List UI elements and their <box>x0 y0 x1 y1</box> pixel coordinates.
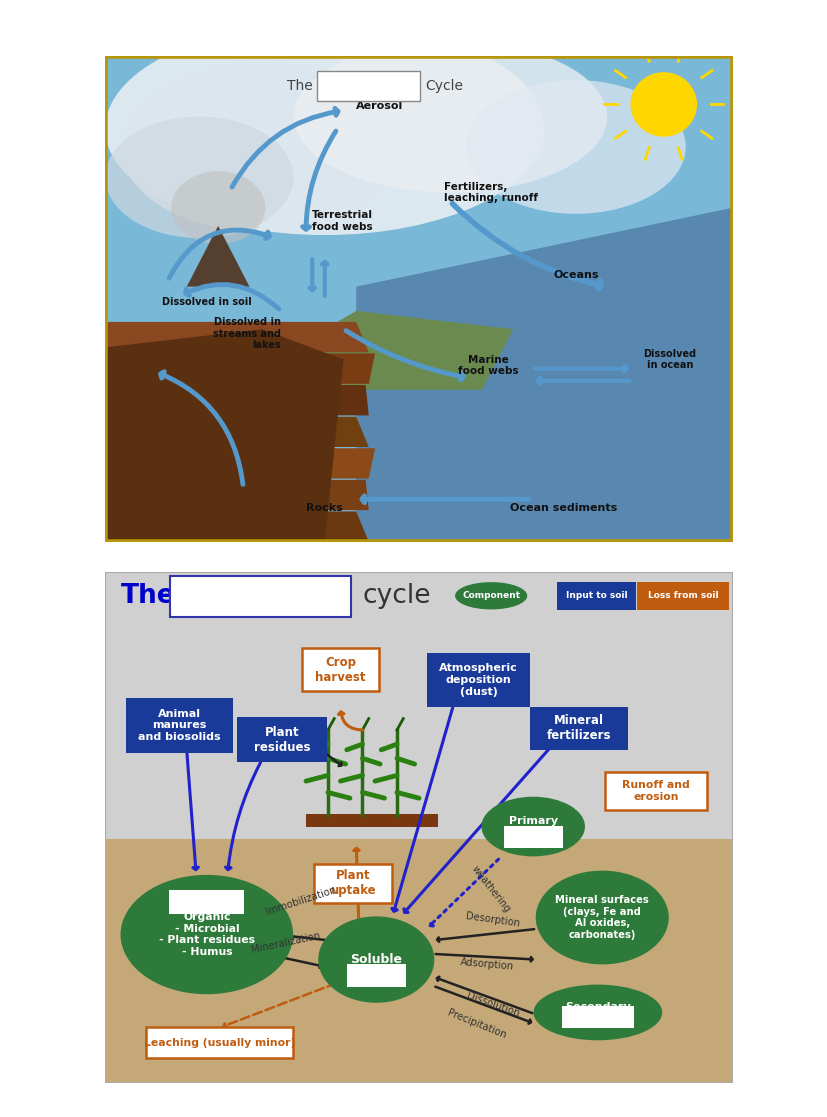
Circle shape <box>630 73 696 136</box>
Text: Plant
residues: Plant residues <box>254 726 310 754</box>
Ellipse shape <box>480 796 584 857</box>
Text: Dissolved in
streams and
lakes: Dissolved in streams and lakes <box>213 317 280 351</box>
Polygon shape <box>105 448 375 478</box>
FancyBboxPatch shape <box>557 582 635 610</box>
Text: Adsorption: Adsorption <box>459 957 514 972</box>
Ellipse shape <box>535 870 668 964</box>
FancyBboxPatch shape <box>105 460 331 484</box>
Text: Leaching (usually minor): Leaching (usually minor) <box>144 1038 294 1048</box>
FancyBboxPatch shape <box>105 373 340 397</box>
FancyBboxPatch shape <box>105 402 337 426</box>
Text: Dissolved in soil: Dissolved in soil <box>161 297 251 307</box>
FancyBboxPatch shape <box>562 1006 633 1028</box>
FancyBboxPatch shape <box>170 576 351 618</box>
Text: Aerosol: Aerosol <box>356 102 403 112</box>
Ellipse shape <box>318 916 434 1003</box>
Polygon shape <box>356 208 732 542</box>
FancyBboxPatch shape <box>317 71 420 101</box>
Polygon shape <box>112 353 375 384</box>
Ellipse shape <box>455 582 527 610</box>
FancyBboxPatch shape <box>605 772 706 810</box>
FancyBboxPatch shape <box>637 582 728 610</box>
Text: Rocks: Rocks <box>306 504 342 514</box>
FancyBboxPatch shape <box>105 489 327 513</box>
Text: Mineral
fertilizers: Mineral fertilizers <box>546 714 610 742</box>
Text: Ocean sediments: Ocean sediments <box>509 504 616 514</box>
Ellipse shape <box>121 875 293 994</box>
Text: Mineralization: Mineralization <box>250 930 321 955</box>
Ellipse shape <box>121 61 403 232</box>
Text: Oceans: Oceans <box>552 269 598 279</box>
FancyBboxPatch shape <box>302 648 379 691</box>
Text: Runoff and
erosion: Runoff and erosion <box>622 780 689 802</box>
Text: Precipitation: Precipitation <box>445 1008 507 1040</box>
Text: Animal
manures
and biosolids: Animal manures and biosolids <box>138 709 220 742</box>
Text: Organic
- Microbial
- Plant residues
- Humus: Organic - Microbial - Plant residues - H… <box>159 913 255 957</box>
FancyBboxPatch shape <box>105 431 334 455</box>
Polygon shape <box>105 330 343 542</box>
Text: The: The <box>121 583 175 609</box>
Text: Crop
harvest: Crop harvest <box>315 656 366 684</box>
Ellipse shape <box>105 116 293 238</box>
Polygon shape <box>112 480 368 510</box>
Text: Component: Component <box>461 591 519 600</box>
Ellipse shape <box>466 80 685 213</box>
Text: Secondary
compounds: Secondary compounds <box>562 1002 633 1023</box>
Text: weathering: weathering <box>469 863 512 915</box>
Polygon shape <box>187 226 249 287</box>
Text: Soluble: Soluble <box>350 953 402 966</box>
FancyBboxPatch shape <box>427 652 529 707</box>
Ellipse shape <box>293 40 606 192</box>
Text: Immobilization: Immobilization <box>264 885 337 917</box>
FancyBboxPatch shape <box>170 889 244 914</box>
Polygon shape <box>112 417 368 447</box>
Text: Atmospheric
deposition
(dust): Atmospheric deposition (dust) <box>438 663 518 697</box>
Text: Cycle: Cycle <box>425 79 462 93</box>
Text: Dissolution: Dissolution <box>465 991 520 1019</box>
Polygon shape <box>105 512 368 542</box>
FancyBboxPatch shape <box>105 839 732 1083</box>
FancyBboxPatch shape <box>105 56 732 542</box>
Text: Primary
minerals: Primary minerals <box>505 815 560 838</box>
FancyBboxPatch shape <box>126 698 232 753</box>
FancyBboxPatch shape <box>347 964 405 987</box>
Text: Desorption: Desorption <box>465 911 520 928</box>
Text: Mineral surfaces
(clays, Fe and
Al oxides,
carbonates): Mineral surfaces (clays, Fe and Al oxide… <box>555 895 648 939</box>
Ellipse shape <box>171 171 265 245</box>
Polygon shape <box>105 385 368 416</box>
FancyBboxPatch shape <box>529 707 627 750</box>
Text: Marine
food webs: Marine food webs <box>457 355 518 376</box>
FancyBboxPatch shape <box>237 717 327 762</box>
Text: Input to soil: Input to soil <box>565 591 627 600</box>
Text: Plant
uptake: Plant uptake <box>330 869 375 897</box>
FancyBboxPatch shape <box>105 518 324 542</box>
Text: The: The <box>286 79 312 93</box>
Polygon shape <box>324 311 513 390</box>
Text: Loss from soil: Loss from soil <box>647 591 718 600</box>
FancyBboxPatch shape <box>306 814 437 827</box>
FancyBboxPatch shape <box>146 1027 292 1059</box>
Ellipse shape <box>105 22 544 235</box>
FancyBboxPatch shape <box>105 572 732 839</box>
Text: Fertilizers,
leaching, runoff: Fertilizers, leaching, runoff <box>443 182 538 203</box>
Ellipse shape <box>533 984 662 1040</box>
Polygon shape <box>105 322 368 352</box>
Text: cycle: cycle <box>362 583 431 609</box>
Text: Dissolved
in ocean: Dissolved in ocean <box>643 349 696 371</box>
Text: Terrestrial
food webs: Terrestrial food webs <box>312 210 373 232</box>
FancyBboxPatch shape <box>503 825 562 848</box>
FancyBboxPatch shape <box>314 863 391 904</box>
